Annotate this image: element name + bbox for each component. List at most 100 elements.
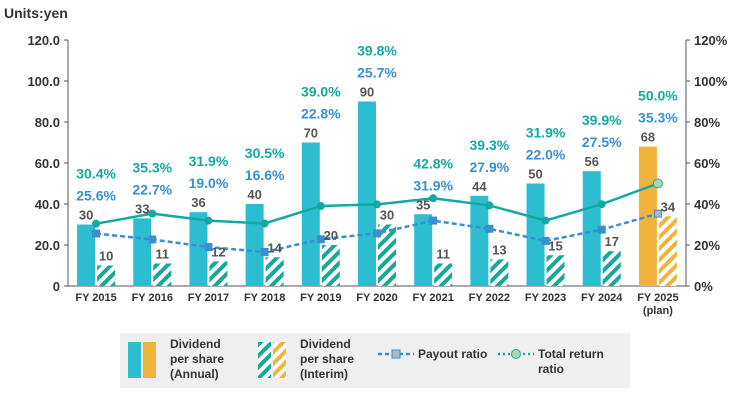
payout-ratio-point (260, 247, 269, 256)
legend-interim-line-3: (Interim) (300, 367, 348, 381)
annual-value-label: 90 (360, 85, 374, 100)
category-label: FY 2022 (469, 292, 510, 304)
interim-bar (434, 263, 453, 286)
annual-value-label: 68 (641, 130, 655, 145)
interim-value-label: 11 (436, 246, 450, 261)
payout-ratio-point (653, 209, 662, 218)
payout-ratio-point (597, 225, 606, 234)
x-axis-categories: FY 2015 FY 2016 FY 2017 FY 2018 FY 2019 FY 20… (75, 292, 678, 317)
total-return-label: 31.9% (189, 153, 229, 169)
total-return-point (597, 200, 606, 209)
total-return-label: 39.8% (357, 43, 397, 59)
interim-value-label: 11 (155, 246, 169, 261)
left-tick-label: 100.0 (27, 74, 60, 89)
category-label: FY 2018 (244, 292, 285, 304)
left-tick-label: 80.0 (35, 115, 60, 130)
left-tick-label: 60.0 (35, 156, 60, 171)
interim-value-label: 10 (99, 249, 113, 264)
interim-value-label: 12 (211, 244, 225, 259)
total-return-label: 31.9% (526, 125, 566, 141)
interim-bar (490, 259, 509, 286)
left-tick-label: 0 (53, 279, 60, 294)
legend-interim-line-1: Dividend (300, 337, 351, 351)
total-return-point (260, 219, 269, 228)
annual-value-label: 56 (584, 154, 598, 169)
right-tick-label: 120% (694, 33, 728, 48)
total-return-point (373, 200, 381, 209)
payout-ratio-label: 19.0% (189, 175, 229, 191)
annual-value-label: 30 (79, 208, 93, 223)
total-return-label: 35.3% (132, 159, 172, 175)
annual-bar (189, 212, 208, 286)
y-axis-ticks: 0 20.0 40.0 60.0 80.0 100.0 120.0 0% 20% 40% 60% 80… (27, 33, 727, 294)
interim-bar (658, 216, 677, 286)
payout-ratio-label: 25.7% (357, 65, 397, 81)
payout-ratio-point (92, 229, 101, 238)
total-return-point (204, 216, 213, 225)
payout-ratio-point (373, 229, 381, 238)
annual-value-label: 44 (472, 179, 487, 194)
annual-bar (358, 101, 376, 286)
payout-ratio-label: 16.6% (245, 167, 285, 183)
payout-ratio-point (148, 235, 157, 244)
total-return-label: 30.4% (76, 166, 116, 182)
annual-value-label: 35 (416, 197, 430, 212)
legend-annual-swatch (128, 342, 156, 378)
annual-bar (301, 142, 320, 286)
legend-interim-line-2: per share (300, 352, 355, 366)
category-label: FY 2016 (132, 292, 173, 304)
right-tick-label: 100% (694, 74, 728, 89)
left-tick-label: 20.0 (35, 238, 60, 253)
data-labels: 30 10 33 11 36 12 40 14 70 20 90 30 35 11 44 13 50 15 56 17… (76, 43, 678, 264)
interim-value-label: 13 (492, 242, 506, 257)
total-return-point (541, 216, 550, 225)
legend-payout-label: Payout ratio (418, 347, 487, 362)
right-tick-label: 60% (694, 156, 720, 171)
total-return-label: 39.0% (301, 84, 341, 100)
annual-value-label: 40 (247, 187, 261, 202)
interim-bar (97, 265, 116, 286)
payout-ratio-label: 22.8% (301, 106, 341, 122)
total-return-point (92, 219, 101, 228)
total-return-point (485, 201, 494, 210)
total-return-label: 30.5% (245, 145, 285, 161)
payout-ratio-label: 35.3% (638, 110, 678, 126)
interim-bar (209, 261, 228, 286)
annual-value-label: 70 (304, 126, 318, 141)
annual-bar (470, 195, 489, 286)
payout-ratio-point (429, 216, 438, 225)
payout-ratio-point (541, 236, 550, 245)
category-label: FY 2020 (356, 292, 397, 304)
legend-interim-swatch (258, 342, 286, 378)
annual-bar (526, 183, 545, 286)
category-sublabel: (plan) (643, 305, 673, 317)
annual-bar (133, 218, 152, 286)
legend: Dividend per share (Annual) Dividend per… (120, 333, 630, 388)
right-tick-label: 0% (694, 279, 713, 294)
interim-value-label: 15 (548, 238, 562, 253)
interim-value-label: 20 (324, 228, 338, 243)
annual-value-label: 33 (135, 201, 149, 216)
payout-ratio-label: 27.5% (582, 134, 622, 150)
annual-bar (582, 171, 601, 286)
category-label: FY 2025 (637, 292, 678, 304)
total-return-point (148, 209, 157, 218)
bars (77, 101, 677, 286)
legend-annual-line-2: per share (170, 352, 225, 366)
interim-bar (602, 251, 621, 286)
legend-interim-label: Dividend per share (Interim) (300, 337, 354, 382)
payout-ratio-point (485, 224, 494, 233)
legend-annual-label: Dividend per share (Annual) (170, 337, 224, 382)
total-return-label: 39.3% (470, 137, 510, 153)
category-label: FY 2015 (75, 292, 116, 304)
payout-ratio-label: 22.0% (526, 147, 566, 163)
units-label: Units:yen (4, 5, 68, 21)
payout-ratio-label: 25.6% (76, 188, 116, 204)
annual-value-label: 50 (528, 167, 542, 182)
annual-bar (414, 214, 433, 286)
payout-ratio-label: 27.9% (470, 159, 510, 175)
interim-value-label: 30 (380, 208, 394, 223)
right-tick-label: 20% (694, 238, 720, 253)
legend-annual-line-3: (Annual) (170, 367, 219, 381)
